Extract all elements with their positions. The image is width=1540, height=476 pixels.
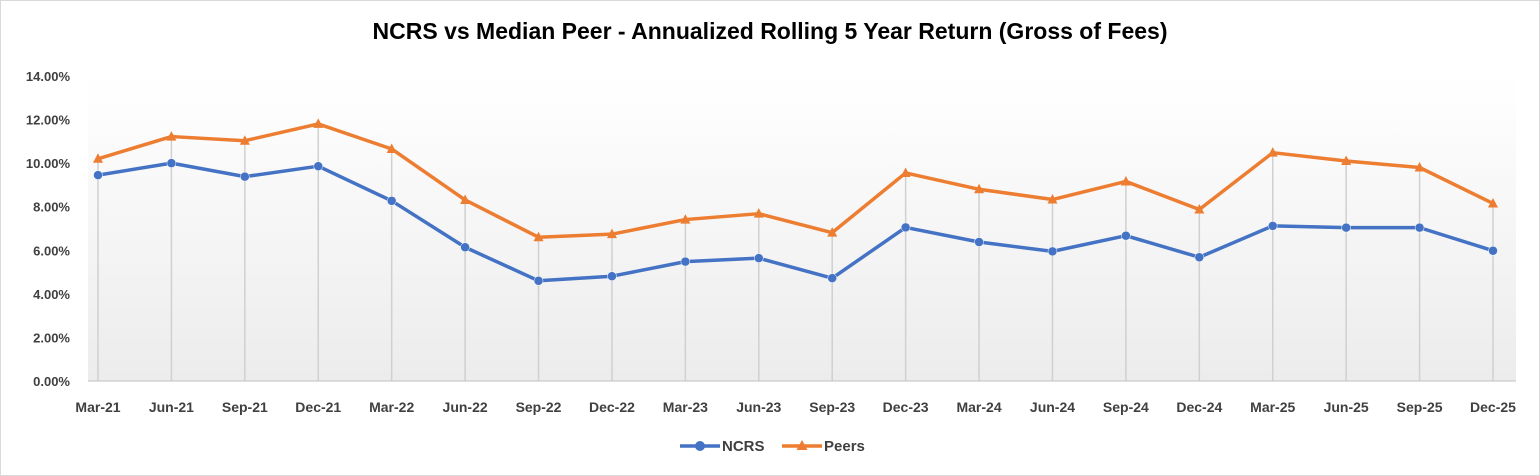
data-point <box>313 161 324 171</box>
data-point <box>386 143 397 153</box>
data-point <box>1120 175 1131 186</box>
legend-label: Peers <box>824 438 865 455</box>
x-tick-label: Sep-24 <box>1103 399 1149 415</box>
data-point <box>240 171 250 182</box>
legend-label: NCRS <box>722 438 765 455</box>
legend-marker <box>695 441 705 451</box>
x-tick-label: Mar-21 <box>75 399 120 415</box>
data-point <box>239 135 250 145</box>
x-tick-label: Dec-25 <box>1470 399 1516 415</box>
x-axis: Mar-21 Jun-21 Sep-21 Dec-21 Mar-22 Jun-22 Sep-… <box>75 380 1516 415</box>
data-point <box>166 158 177 168</box>
data-point <box>1194 204 1205 214</box>
y-tick-label: 14.00% <box>26 69 71 84</box>
data-point <box>680 256 691 267</box>
data-point <box>1341 222 1351 233</box>
chart-title: NCRS vs Median Peer - Annualized Rolling… <box>372 18 1168 44</box>
series-line <box>97 122 1494 239</box>
data-point <box>1267 221 1278 231</box>
x-tick-label: Sep-25 <box>1397 399 1443 415</box>
data-point <box>93 153 103 163</box>
x-tick-label: Jun-21 <box>149 399 194 415</box>
x-tick-label: Jun-22 <box>443 399 488 415</box>
data-point <box>1047 194 1058 204</box>
data-point <box>827 227 838 237</box>
x-tick-label: Jun-25 <box>1324 399 1369 415</box>
legend: NCRS Peers <box>680 438 865 455</box>
data-point <box>827 273 837 283</box>
data-point <box>460 242 470 252</box>
data-point <box>1488 245 1498 256</box>
x-tick-label: Mar-24 <box>956 399 1001 415</box>
x-tick-label: Sep-23 <box>809 399 855 415</box>
y-tick-label: 2.00% <box>33 330 70 345</box>
data-point <box>607 271 617 281</box>
data-point <box>533 231 544 242</box>
plot-area <box>88 76 1516 381</box>
data-point <box>680 214 691 224</box>
y-tick-label: 0.00% <box>33 374 70 389</box>
x-tick-label: Jun-24 <box>1030 399 1075 415</box>
data-point <box>313 118 324 128</box>
data-point <box>386 196 397 206</box>
x-tick-label: Sep-22 <box>516 399 562 415</box>
y-axis: 0.00% 2.00% 4.00% 6.00% 8.00% 10.00% 12.00% 14.… <box>26 69 71 389</box>
series-ncrs <box>93 158 1498 286</box>
data-point <box>754 253 764 263</box>
data-point <box>1194 252 1205 263</box>
y-tick-label: 6.00% <box>33 243 70 258</box>
x-tick-label: Dec-21 <box>295 399 341 415</box>
x-tick-label: Jun-23 <box>736 399 781 415</box>
data-point <box>93 170 103 180</box>
legend-item-ncrs: NCRS <box>680 438 765 455</box>
x-tick-label: Mar-23 <box>663 399 708 415</box>
drop-lines <box>97 123 1494 381</box>
data-point <box>1267 147 1278 157</box>
data-point <box>460 194 471 204</box>
data-point <box>1121 230 1131 241</box>
data-point <box>900 167 911 177</box>
legend-item-peers: Peers <box>782 438 865 455</box>
y-tick-label: 12.00% <box>26 113 71 128</box>
x-tick-label: Sep-21 <box>222 399 268 415</box>
x-tick-label: Dec-22 <box>589 399 635 415</box>
data-point <box>900 222 911 233</box>
data-point <box>753 208 764 218</box>
x-tick-label: Mar-22 <box>369 399 414 415</box>
y-tick-label: 8.00% <box>33 200 70 215</box>
data-point <box>974 183 985 194</box>
data-point <box>166 131 177 141</box>
data-point <box>1488 197 1498 208</box>
data-point <box>1414 162 1425 172</box>
series-layer <box>93 118 1498 286</box>
series-peers <box>93 118 1498 242</box>
data-point <box>1341 155 1352 165</box>
data-point <box>606 228 617 239</box>
x-tick-label: Mar-25 <box>1250 399 1295 415</box>
data-point <box>1047 246 1058 257</box>
data-point <box>974 237 984 247</box>
y-tick-label: 4.00% <box>33 287 70 302</box>
x-tick-label: Dec-24 <box>1176 399 1222 415</box>
data-point <box>533 276 544 286</box>
legend-marker <box>796 440 808 450</box>
y-tick-label: 10.00% <box>26 156 71 171</box>
series-line <box>97 161 1494 283</box>
x-tick-label: Dec-23 <box>883 399 929 415</box>
data-point <box>1414 222 1425 233</box>
